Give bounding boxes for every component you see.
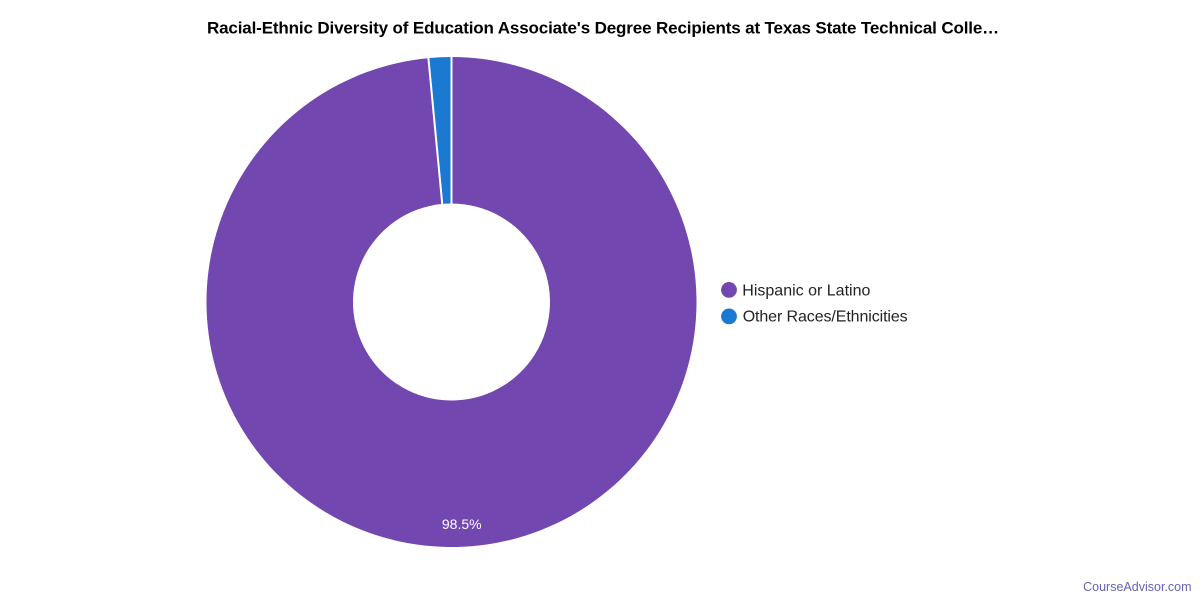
svg-text:CourseAdvisor.com: CourseAdvisor.com xyxy=(1083,580,1191,594)
svg-text:98.5%: 98.5% xyxy=(442,516,482,532)
svg-text:Racial-Ethnic Diversity of Edu: Racial-Ethnic Diversity of Education Ass… xyxy=(207,18,999,37)
svg-text:Other Races/Ethnicities: Other Races/Ethnicities xyxy=(743,308,908,325)
svg-text:Hispanic or Latino: Hispanic or Latino xyxy=(742,283,870,300)
